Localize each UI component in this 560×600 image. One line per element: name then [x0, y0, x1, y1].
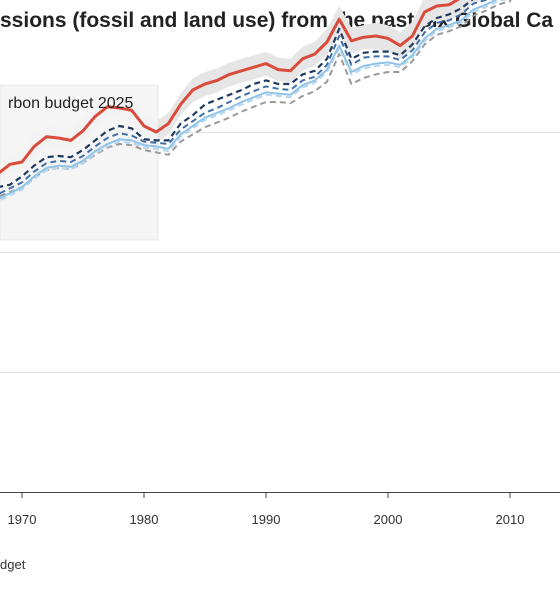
- series-group: [0, 0, 512, 202]
- x-tick-label: 1980: [130, 512, 159, 527]
- x-tick-label: 2010: [496, 512, 525, 527]
- x-tick-label: 1990: [252, 512, 281, 527]
- series-line-budget-2025: [0, 0, 461, 175]
- x-axis: 1970 1980 1990 2000 2010: [8, 492, 525, 527]
- uncertainty-band-group: [0, 0, 483, 181]
- x-tick-label: 2000: [374, 512, 403, 527]
- series-line-light-blue: [0, 0, 498, 200]
- series-line-mid-blue: [0, 0, 488, 195]
- footnote: dget: [0, 557, 26, 572]
- legend-entry-budget-2025: rbon budget 2025: [8, 95, 134, 112]
- uncertainty-band: [0, 0, 483, 181]
- x-tick-label: 1970: [8, 512, 37, 527]
- series-line-pale-blue: [0, 0, 510, 202]
